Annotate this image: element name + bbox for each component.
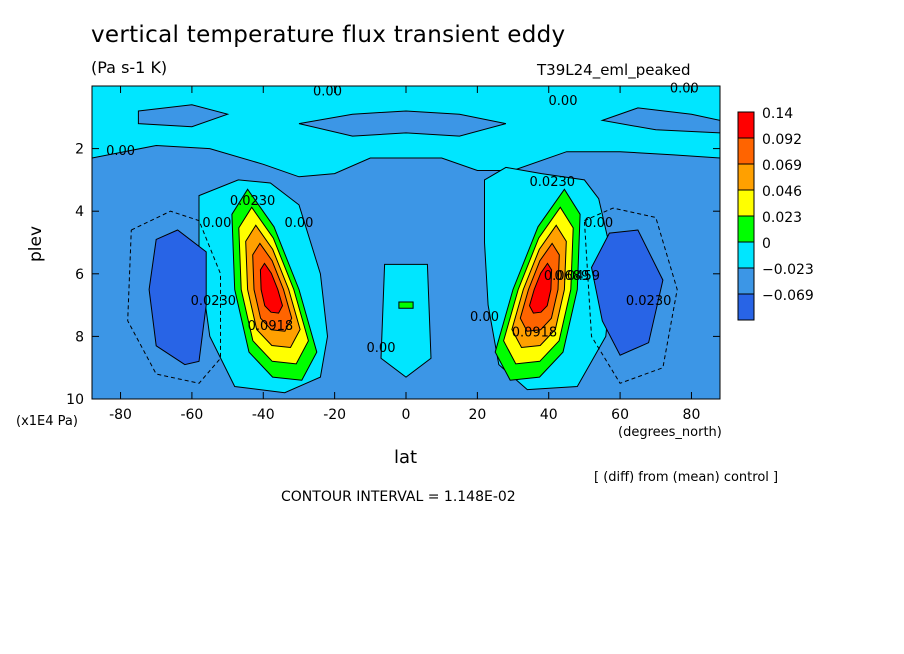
upper-left-negative: [137, 104, 230, 128]
colorbar-label: 0.046: [762, 184, 802, 200]
contour-label: 0.00: [670, 81, 699, 96]
contour-label: 0.00: [470, 310, 499, 325]
colorbar-label: −0.069: [762, 288, 814, 304]
colorbar-swatch: [737, 267, 755, 295]
x-tick-label: -20: [323, 407, 346, 423]
colorbar-label: 0.092: [762, 132, 802, 148]
contour-label: 0.00: [313, 84, 342, 99]
contour-label: 0.0230: [230, 194, 276, 209]
contour-interval: CONTOUR INTERVAL = 1.148E-02: [281, 489, 516, 505]
center-column: [380, 263, 432, 378]
contour-label: 0.0918: [512, 325, 558, 340]
colorbar-label: 0.14: [762, 106, 793, 122]
contour-label: 0.00: [202, 216, 231, 231]
chart-units: (Pa s-1 K): [91, 58, 168, 77]
upper-right-negative: [600, 107, 720, 134]
contour-label: 0.00: [284, 216, 313, 231]
x-axis-units: (degrees_north): [618, 425, 722, 440]
y-axis-units: (x1E4 Pa): [16, 414, 78, 429]
x-axis-label: lat: [394, 447, 418, 468]
contour-label: 0.00: [106, 144, 135, 159]
x-tick-label: 40: [540, 407, 558, 423]
sh-dashed-contour: [127, 210, 221, 384]
colorbar-swatch: [737, 241, 755, 269]
colorbar-swatch: [737, 111, 755, 139]
x-tick-label: -80: [109, 407, 132, 423]
colorbar-label: 0: [762, 236, 771, 252]
contour-label: 0.00: [584, 216, 613, 231]
sh-minimum: [148, 229, 207, 366]
x-tick-label: -40: [252, 407, 275, 423]
colorbar-swatch: [737, 215, 755, 243]
contour-label: 0.0689: [544, 269, 590, 284]
contour-label: 0.0230: [626, 294, 672, 309]
run-id: T39L24_eml_peaked: [537, 61, 691, 79]
y-tick-label: 10: [66, 392, 84, 408]
contour-label: 0.00: [549, 94, 578, 109]
colorbar-swatch: [737, 163, 755, 191]
upper-center-negative: [298, 110, 507, 137]
contour-label: 0.00: [367, 341, 396, 356]
y-tick-label: 4: [75, 204, 84, 220]
contour-label: 0.0459: [555, 269, 601, 284]
colorbar-label: 0.023: [762, 210, 802, 226]
chart-title: vertical temperature flux transient eddy: [91, 22, 566, 48]
diff-note: [ (diff) from (mean) control ]: [594, 470, 779, 485]
colorbar-swatch: [737, 137, 755, 165]
y-tick-label: 2: [75, 142, 84, 158]
nh-minimum: [590, 229, 664, 356]
x-tick-label: 0: [402, 407, 411, 423]
sh-core-0092_014: [259, 262, 284, 314]
center-green-spot: [398, 301, 414, 309]
x-tick-label: 20: [468, 407, 486, 423]
contour-label: 0.0230: [530, 175, 576, 190]
contour-label: 0.0230: [191, 294, 237, 309]
y-tick-label: 6: [75, 267, 84, 283]
x-tick-label: 60: [611, 407, 629, 423]
colorbar-swatch: [737, 189, 755, 217]
x-tick-label: 80: [683, 407, 701, 423]
contour-label: 0.0918: [248, 319, 294, 334]
colorbar-swatch: [737, 293, 755, 321]
colorbar-label: −0.023: [762, 262, 814, 278]
nh-dashed-contour: [583, 207, 678, 384]
nh-core-0092_014: [528, 262, 553, 314]
colorbar-label: 0.069: [762, 158, 802, 174]
x-tick-label: -60: [180, 407, 203, 423]
y-tick-label: 8: [75, 329, 84, 345]
